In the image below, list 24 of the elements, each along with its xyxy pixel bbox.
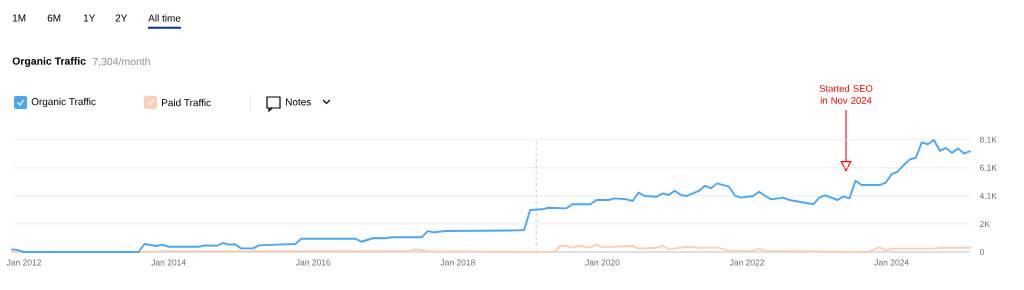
y-tick-label: 0 [979, 249, 984, 255]
x-tick-label: Jan 2012 [6, 259, 42, 266]
x-tick-label: Jan 2022 [729, 259, 765, 266]
text: 1M [12, 14, 26, 22]
y-tick-label: 6.1K [979, 164, 997, 171]
x-tick-label: Jan 2018 [440, 259, 475, 266]
text: 1Y [83, 14, 96, 22]
y-tick-label: 4.1K [979, 192, 997, 199]
y-tick-label: 8.1K [979, 136, 997, 143]
text: Notes [286, 98, 311, 106]
text: 2Y [115, 14, 128, 22]
x-tick-label: Jan 2016 [295, 259, 331, 266]
text: Started SEO in Nov 2024 [819, 84, 873, 104]
text: All time [148, 14, 181, 22]
legend-label: Paid Traffic [162, 98, 211, 107]
x-tick-label: Jan 2024 [874, 259, 909, 266]
chart-title: Organic Traffic [12, 57, 86, 67]
y-tick-label: 2K [979, 220, 990, 227]
legend-label: Organic Traffic [31, 97, 96, 108]
line-series [11, 139, 971, 253]
text: 6M [47, 14, 61, 22]
x-tick-label: Jan 2020 [585, 259, 620, 266]
chart-subtitle: 7,304/month [92, 57, 150, 67]
x-tick-label: Jan 2014 [151, 259, 186, 266]
